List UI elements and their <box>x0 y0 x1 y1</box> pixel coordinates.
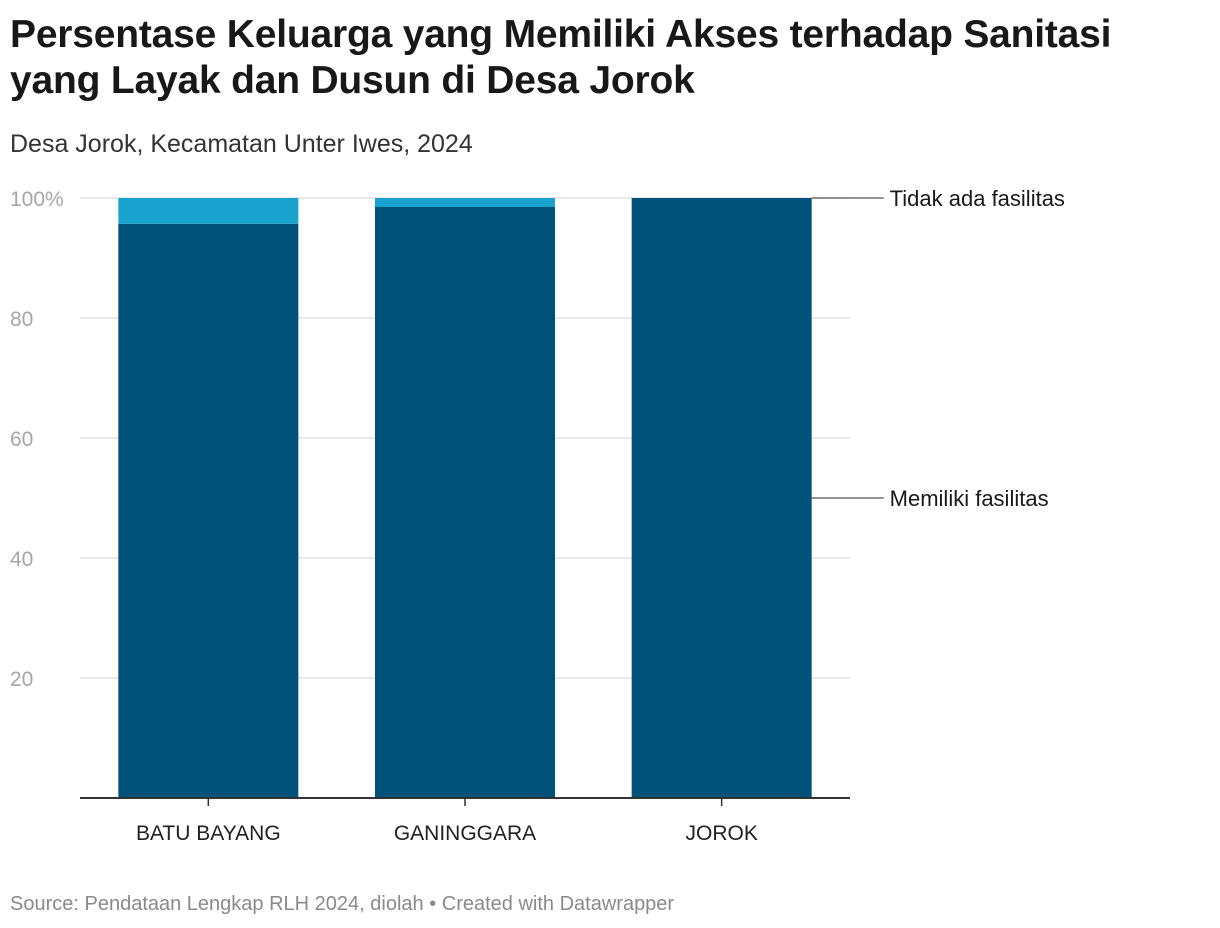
x-tick-label: BATU BAYANG <box>136 822 281 845</box>
chart-title: Persentase Keluarga yang Memiliki Akses … <box>10 13 1112 102</box>
bar-memiliki <box>118 223 299 799</box>
bar-memiliki <box>375 207 555 798</box>
series-labels: Memiliki fasilitas Tidak ada fasilitas <box>811 186 1065 511</box>
axes-group: 20 40 60 80 100% BATU BAYANG GANINGGARA JOROK <box>10 188 850 845</box>
source-note: Source: Pendataan Lengkap RLH 2024, diol… <box>10 893 675 915</box>
y-tick-label: 60 <box>10 428 33 451</box>
y-tick-label: 80 <box>10 308 33 331</box>
series-label-tidak-ada: Tidak ada fasilitas <box>890 186 1065 211</box>
y-tick-label: 40 <box>10 548 33 571</box>
y-tick-label: 100% <box>10 188 64 211</box>
y-tick-label: 20 <box>10 668 33 691</box>
bar-tidak-ada <box>375 198 555 207</box>
series-label-memiliki: Memiliki fasilitas <box>890 486 1049 511</box>
x-tick-label: JOROK <box>685 822 757 845</box>
bar-memiliki <box>631 198 812 798</box>
bars-group <box>118 198 812 799</box>
chart-svg: 20 40 60 80 100% BATU BAYANG GANINGGARA JOROK M… <box>10 186 1065 845</box>
chart-subtitle: Desa Jorok, Kecamatan Unter Iwes, 2024 <box>10 130 473 158</box>
x-tick-label: GANINGGARA <box>394 822 536 845</box>
bar-tidak-ada <box>118 198 299 224</box>
